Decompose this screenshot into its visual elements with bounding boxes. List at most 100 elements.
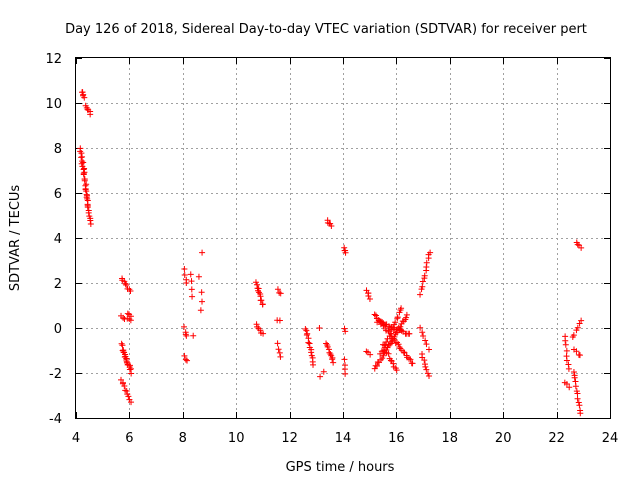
data-points [77,89,585,417]
x-tick-label: 20 [495,431,512,446]
data-point [276,317,283,324]
data-point [341,356,348,363]
data-point [391,333,398,340]
data-point [188,286,195,293]
data-point [419,329,426,336]
data-point [421,272,428,279]
data-point [87,111,94,118]
data-point [182,356,189,363]
x-tick-label: 10 [228,431,245,446]
data-point [253,281,260,288]
data-point [87,220,94,227]
x-tick-label: 24 [602,431,619,446]
data-point [565,365,572,372]
data-point [276,349,283,356]
data-point [274,340,281,347]
data-point [578,244,585,251]
data-point [576,402,583,409]
data-point [578,317,585,324]
x-tick-label: 14 [335,431,352,446]
data-point [372,312,379,319]
data-point [574,390,581,397]
data-point [574,241,581,248]
x-tick-label: 12 [281,431,298,446]
data-point [405,355,412,362]
data-point [188,278,195,285]
data-point [85,209,92,216]
data-point [317,373,324,380]
data-point [190,332,197,339]
data-point [277,353,284,360]
data-point [128,365,135,372]
data-point [392,319,399,326]
data-point [305,339,312,346]
data-point [366,295,373,302]
y-tick-label: 0 [54,322,62,337]
data-point [199,298,206,305]
data-point [390,324,397,331]
data-point [398,305,405,312]
data-point [422,363,429,370]
x-tick-labels: 4 6 8 10 12 14 16 18 20 22 24 [72,431,618,446]
data-point [367,351,374,358]
data-point [406,330,413,337]
data-point [253,321,260,328]
data-point [576,352,583,359]
data-point [84,192,91,199]
data-point [417,291,424,298]
data-point [258,297,265,304]
data-point [342,370,349,377]
data-point [183,332,190,339]
data-point [189,293,196,300]
data-point [257,327,264,334]
data-point [80,159,87,166]
data-point [303,327,310,334]
data-point [328,223,335,230]
data-point [365,292,372,299]
data-point [423,341,430,348]
y-tick-label: 4 [54,232,62,247]
data-point [127,288,134,295]
data-point [563,347,570,354]
data-point [308,349,315,356]
chart-title: Day 126 of 2018, Sidereal Day-to-day VTE… [65,22,587,37]
data-point [371,311,378,318]
data-point [323,340,330,347]
data-point [320,368,327,375]
data-point [423,366,430,373]
data-point [195,273,202,280]
data-point [181,266,188,273]
data-point [184,357,191,364]
data-point [387,330,394,337]
data-point [390,360,397,367]
data-point [84,197,91,204]
data-point [379,319,386,326]
data-point [78,154,85,161]
data-point [274,286,281,293]
y-tick-label: 8 [54,142,62,157]
grid-lines [76,58,610,418]
data-point [125,393,132,400]
y-tick-label: 2 [54,277,62,292]
data-point [566,384,573,391]
y-tick-label: -2 [49,367,62,382]
data-point [421,357,428,364]
data-point [87,217,94,224]
data-point [407,356,414,363]
data-point [81,94,88,101]
data-point [181,271,188,278]
data-point [383,339,390,346]
data-point [81,175,88,182]
data-point [79,153,86,160]
data-point [341,325,348,332]
y-tick-label: 6 [54,187,62,202]
data-point [403,311,410,318]
data-point [276,289,283,296]
y-tick-label: 10 [45,97,62,112]
data-point [403,314,410,321]
data-point [563,380,570,387]
data-point [123,387,130,394]
data-point [118,340,125,347]
data-point [329,356,336,363]
